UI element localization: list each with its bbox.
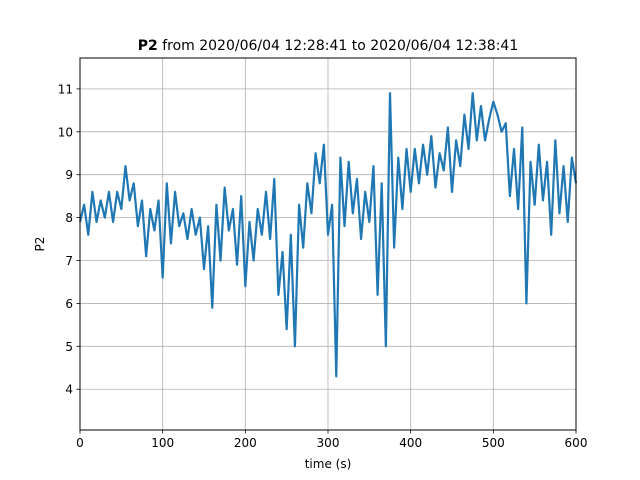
y-tick-label: 5 (65, 340, 73, 354)
x-tick-label: 500 (482, 436, 505, 450)
y-tick-label: 8 (65, 211, 73, 225)
y-tick-label: 9 (65, 168, 73, 182)
series-line (78, 92, 578, 378)
chart-title: P2 from 2020/06/04 12:28:41 to 2020/06/0… (138, 38, 519, 54)
x-tick-label: 600 (565, 436, 588, 450)
ticks: 0 100 200 300 400 500 600 4 5 6 7 8 9 10 11 (58, 82, 588, 450)
chart-title-rest: from 2020/06/04 12:28:41 to 2020/06/04 1… (158, 38, 518, 54)
x-tick-label: 400 (399, 436, 422, 450)
x-tick-label: 0 (76, 436, 84, 450)
plot-area (78, 92, 578, 378)
y-tick-label: 7 (65, 254, 73, 268)
y-axis-label: P2 (33, 237, 47, 252)
chart-title-bold: P2 (138, 38, 158, 54)
x-tick-label: 100 (151, 436, 174, 450)
y-tick-label: 11 (58, 82, 73, 96)
y-tick-label: 6 (65, 297, 73, 311)
y-tick-label: 10 (58, 125, 73, 139)
x-tick-label: 200 (234, 436, 257, 450)
x-tick-label: 300 (317, 436, 340, 450)
x-axis-label: time (s) (305, 457, 352, 471)
grid (79, 58, 577, 430)
y-tick-label: 4 (65, 383, 73, 397)
